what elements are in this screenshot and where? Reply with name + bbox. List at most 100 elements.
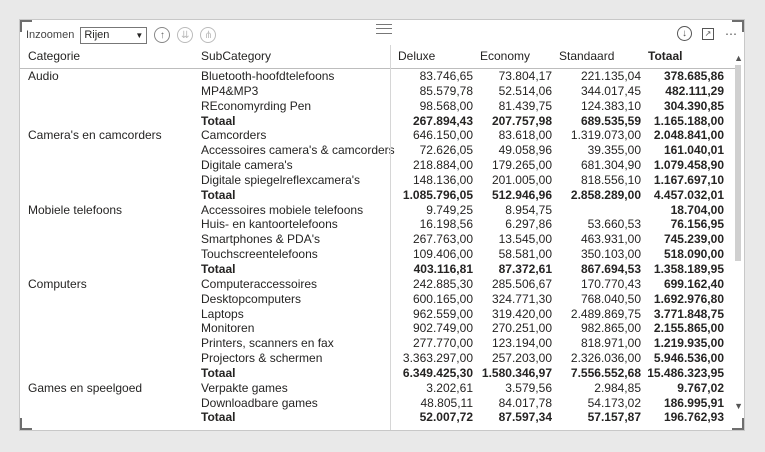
table-row[interactable]: Mobiele telefoons Accessoires mobiele tel… <box>20 203 738 218</box>
table-row[interactable]: Digitale camera's 218.884,00 179.265,00 681… <box>20 158 738 173</box>
row-subcategory-cell: Digitale camera's <box>201 158 293 173</box>
drill-toolbar: Inzoomen Rijen ▼ ↑ ⇊ ⋔ <box>26 25 217 45</box>
cell-totaal: 2.155.865,00 <box>653 321 724 336</box>
table-row[interactable]: Audio Bluetooth-hoofdtelefoons 83.746,65 73… <box>20 69 738 84</box>
cell-economy: 87.372,61 <box>498 261 552 276</box>
row-subcategory-cell: Totaal <box>201 113 236 128</box>
cell-standaard: 350.103,00 <box>580 247 641 262</box>
cell-standaard: 39.355,00 <box>587 143 641 158</box>
resize-handle-top-right[interactable] <box>732 20 744 32</box>
cell-economy: 83.618,00 <box>498 128 552 143</box>
resize-handle-bottom-left[interactable] <box>20 418 32 430</box>
cell-standaard: 463.931,00 <box>580 232 641 247</box>
cell-economy: 512.946,96 <box>491 187 552 202</box>
column-header-standaard[interactable]: Standaard <box>559 49 615 63</box>
drill-down-icon[interactable]: ↓ <box>677 26 692 41</box>
table-row[interactable]: Downloadbare games 48.805,11 84.017,78 54.1… <box>20 396 738 411</box>
table-row[interactable]: Printers, scanners en fax 277.770,00 123.1… <box>20 336 738 351</box>
cell-economy: 58.581,00 <box>498 247 552 262</box>
cell-economy: 81.439,75 <box>498 98 552 113</box>
cell-deluxe: 3.202,61 <box>426 380 473 395</box>
subtotal-row[interactable]: Totaal 403.116,81 87.372,61 867.694,53 1.358… <box>20 262 738 277</box>
cell-totaal: 745.239,00 <box>663 232 724 247</box>
table-row[interactable]: Digitale spiegelreflexcamera's 148.136,00… <box>20 173 738 188</box>
cell-totaal: 518.090,00 <box>663 247 724 262</box>
table-row[interactable]: Touchscreentelefoons 109.406,00 58.581,00 3… <box>20 247 738 262</box>
subtotal-row[interactable]: Totaal 6.349.425,30 1.580.346,97 7.556.552,… <box>20 366 738 381</box>
cell-deluxe: 16.198,56 <box>419 217 473 232</box>
cell-economy: 285.506,67 <box>491 276 552 291</box>
chevron-down-icon: ▼ <box>135 30 144 40</box>
cell-economy: 257.203,00 <box>491 351 552 366</box>
scroll-down-icon[interactable]: ▼ <box>734 401 743 411</box>
table-row[interactable]: Projectors & schermen 3.363.297,00 257.203… <box>20 351 738 366</box>
cell-totaal: 1.167.697,10 <box>653 172 724 187</box>
subtotal-row[interactable]: Totaal 267.894,43 207.757,98 689.535,59 1.16… <box>20 114 738 129</box>
matrix-visual[interactable]: Inzoomen Rijen ▼ ↑ ⇊ ⋔ ↓ ↗ ⋯ Categorie S… <box>19 19 745 431</box>
cell-deluxe: 148.136,00 <box>412 172 473 187</box>
drill-up-icon[interactable]: ↑ <box>154 27 171 43</box>
table-row[interactable]: Accessoires camera's & camcorders 72.626,… <box>20 143 738 158</box>
resize-handle-bottom-right[interactable] <box>732 418 744 430</box>
drill-level-select[interactable]: Rijen ▼ <box>80 26 148 44</box>
cell-totaal: 2.048.841,00 <box>653 128 724 143</box>
drag-grip-icon[interactable] <box>376 24 392 34</box>
cell-standaard: 2.326.036,00 <box>570 351 641 366</box>
cell-totaal: 196.762,93 <box>663 410 724 425</box>
cell-deluxe: 9.749,25 <box>426 202 473 217</box>
expand-all-icon[interactable]: ⋔ <box>200 27 217 43</box>
row-subcategory-cell: Totaal <box>201 365 236 380</box>
subtotal-row[interactable]: Totaal 52.007,72 87.597,34 57.157,87 196.762… <box>20 410 738 425</box>
cell-standaard: 170.770,43 <box>580 276 641 291</box>
table-row[interactable]: Camera's en camcorders Camcorders 646.150,… <box>20 128 738 143</box>
cell-economy: 270.251,00 <box>491 321 552 336</box>
more-options-icon[interactable]: ⋯ <box>725 26 737 41</box>
focus-mode-icon[interactable]: ↗ <box>702 27 714 40</box>
table-row[interactable]: Computers Computeraccessoires 242.885,30 28… <box>20 277 738 292</box>
cell-standaard: 768.040,50 <box>580 291 641 306</box>
column-header-deluxe[interactable]: Deluxe <box>398 49 436 63</box>
cell-deluxe: 962.559,00 <box>412 306 473 321</box>
table-row[interactable]: Smartphones & PDA's 267.763,00 13.545,00 46… <box>20 232 738 247</box>
cell-economy: 8.954,75 <box>505 202 552 217</box>
scroll-up-icon[interactable]: ▲ <box>734 53 743 63</box>
table-row[interactable]: MP4&MP3 85.579,78 52.514,06 344.017,45 482.1… <box>20 84 738 99</box>
cell-standaard: 344.017,45 <box>580 83 641 98</box>
row-subcategory-cell: Verpakte games <box>201 380 288 395</box>
cell-standaard: 689.535,59 <box>580 113 641 128</box>
column-header-economy[interactable]: Economy <box>480 49 531 63</box>
cell-deluxe: 646.150,00 <box>412 128 473 143</box>
cell-economy: 84.017,78 <box>498 395 552 410</box>
table-row[interactable]: Huis- en kantoortelefoons 16.198,56 6.297,… <box>20 217 738 232</box>
cell-economy: 123.194,00 <box>491 336 552 351</box>
table-row[interactable]: Laptops 962.559,00 319.420,00 2.489.869,75 3… <box>20 307 738 322</box>
cell-deluxe: 1.085.796,05 <box>402 187 473 202</box>
cell-economy: 319.420,00 <box>491 306 552 321</box>
row-category-cell: Computers <box>28 276 87 291</box>
row-subcategory-cell: Printers, scanners en fax <box>201 336 334 351</box>
expand-next-level-icon[interactable]: ⇊ <box>177 27 194 43</box>
matrix-body: Audio Bluetooth-hoofdtelefoons 83.746,65 73… <box>20 69 738 425</box>
subtotal-row[interactable]: Totaal 1.085.796,05 512.946,96 2.858.289,00… <box>20 188 738 203</box>
row-category-cell: Audio <box>28 69 59 83</box>
row-subcategory-cell: Totaal <box>201 261 236 276</box>
cell-standaard: 818.971,00 <box>580 336 641 351</box>
cell-deluxe: 6.349.425,30 <box>402 365 473 380</box>
column-header-subcategory[interactable]: SubCategory <box>201 49 272 63</box>
column-header-category[interactable]: Categorie <box>28 49 81 63</box>
column-header-totaal[interactable]: Totaal <box>648 49 683 63</box>
cell-deluxe: 109.406,00 <box>412 247 473 262</box>
resize-handle-top-left[interactable] <box>20 20 32 32</box>
cell-deluxe: 267.894,43 <box>412 113 473 128</box>
table-row[interactable]: REconomyrding Pen 98.568,00 81.439,75 124.3… <box>20 99 738 114</box>
cell-standaard: 124.383,10 <box>580 98 641 113</box>
cell-totaal: 378.685,86 <box>663 69 724 83</box>
vertical-scrollbar[interactable] <box>735 65 741 261</box>
table-row[interactable]: Desktopcomputers 600.165,00 324.771,30 768.… <box>20 292 738 307</box>
row-subcategory-cell: Accessoires mobiele telefoons <box>201 202 364 217</box>
table-row[interactable]: Monitoren 902.749,00 270.251,00 982.865,00 2… <box>20 321 738 336</box>
cell-totaal: 1.165.188,00 <box>653 113 724 128</box>
table-row[interactable]: Games en speelgoed Verpakte games 3.202,61… <box>20 381 738 396</box>
row-subcategory-cell: Accessoires camera's & camcorders <box>201 143 395 158</box>
cell-standaard: 54.173,02 <box>587 395 641 410</box>
